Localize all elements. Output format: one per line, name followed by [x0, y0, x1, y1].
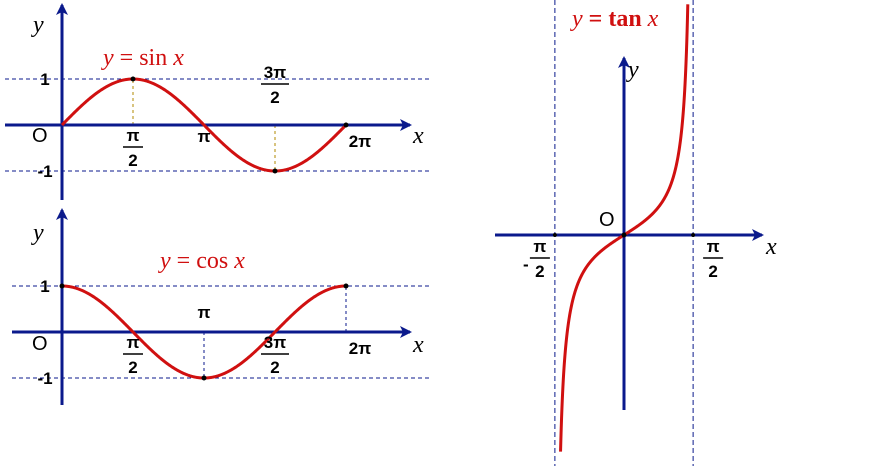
- y-tick-label-1: -1: [37, 369, 52, 388]
- title-eq: = cos: [171, 248, 235, 274]
- y-axis-label: y: [626, 57, 639, 83]
- title-eq: = tan: [583, 6, 648, 32]
- marked-point-2: [343, 283, 349, 289]
- title-x: x: [233, 248, 245, 274]
- marked-point-0: [59, 283, 65, 289]
- x-tick-label-3: 2π: [349, 132, 371, 151]
- y-axis-label: y: [31, 220, 44, 246]
- marked-point-2: [343, 122, 349, 128]
- x-axis-label: x: [412, 332, 424, 358]
- x-tick-label-1: π: [197, 127, 210, 146]
- title-y: y: [570, 6, 583, 32]
- x-axis-label: x: [765, 234, 777, 260]
- frac-x2-den: 2: [270, 358, 279, 377]
- origin-label: O: [599, 209, 615, 231]
- frac-x1-num: π: [707, 237, 720, 256]
- frac-x0-num: π: [126, 333, 139, 352]
- title-x: x: [647, 6, 659, 32]
- asymptote-point-1: [691, 233, 696, 237]
- title-x: x: [172, 45, 184, 71]
- title-y: y: [101, 45, 114, 71]
- frac-x1-den: 2: [708, 262, 717, 281]
- asymptote-point-0: [552, 233, 557, 237]
- marked-point-0: [130, 76, 136, 82]
- title-eq: = sin: [114, 45, 174, 71]
- curve-sin: [60, 77, 348, 173]
- frac-x0-den: 2: [535, 262, 544, 281]
- chart-title: y = tan x: [570, 6, 659, 32]
- frac-x0-sign: -: [523, 255, 529, 274]
- frac-x2-den: 2: [270, 88, 279, 107]
- frac-x0-den: 2: [128, 151, 137, 170]
- marked-point-1: [201, 375, 207, 381]
- frac-x0-num: π: [126, 126, 139, 145]
- y-tick-label-0: 1: [40, 277, 49, 296]
- y-tick-label-0: 1: [40, 70, 49, 89]
- x-tick-label-1: π: [197, 303, 210, 322]
- frac-x2-num: 3π: [264, 333, 286, 352]
- frac-x2-num: 3π: [264, 63, 286, 82]
- x-axis-label: x: [412, 123, 424, 149]
- title-y: y: [158, 248, 171, 274]
- frac-x0-den: 2: [128, 358, 137, 377]
- chart-title: y = cos x: [158, 248, 245, 274]
- marked-point-1: [272, 168, 278, 174]
- x-tick-label-3: 2π: [349, 339, 371, 358]
- frac-x0-num: π: [533, 237, 546, 256]
- origin-point: [621, 232, 627, 238]
- origin-label: O: [32, 333, 48, 355]
- y-axis-label: y: [31, 12, 44, 38]
- chart-title: y = sin x: [101, 45, 184, 71]
- y-tick-label-1: -1: [37, 162, 52, 181]
- origin-label: O: [32, 125, 48, 147]
